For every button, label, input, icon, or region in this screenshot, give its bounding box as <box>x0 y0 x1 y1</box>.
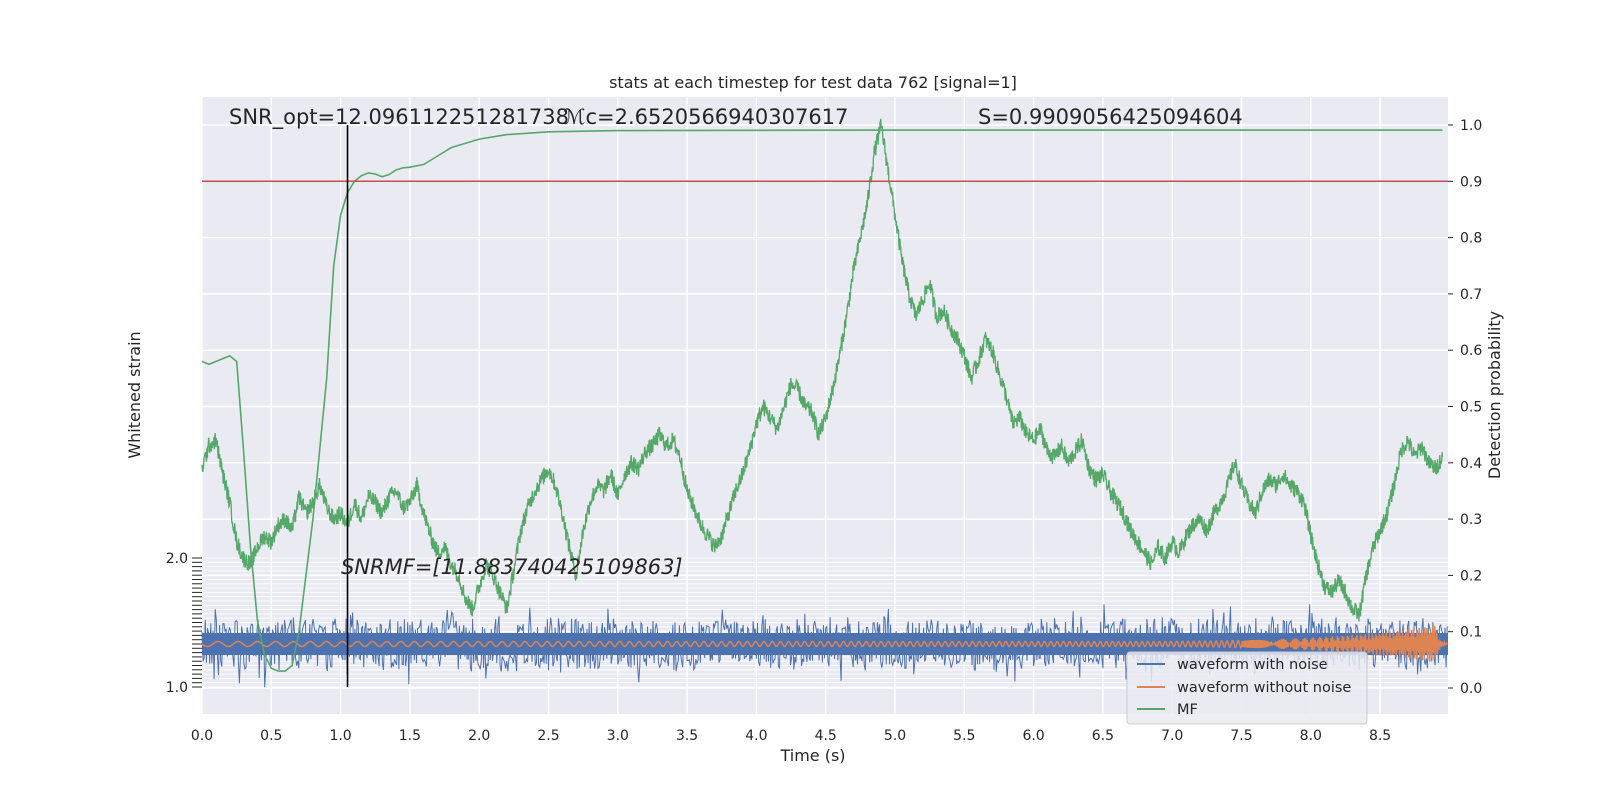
y-right-tick-label: 0.5 <box>1460 400 1482 416</box>
overlay-layer <box>202 125 1448 687</box>
x-tick-label: 0.5 <box>260 728 282 744</box>
y-right-tick-label: 0.7 <box>1460 287 1482 303</box>
left-ticks: 2.0 1.0 <box>166 551 202 696</box>
x-tick-label: 2.0 <box>468 728 490 744</box>
x-tick-label: 1.5 <box>399 728 421 744</box>
series-noise-core <box>202 633 1448 655</box>
ticks: 0.0 0.5 1.0 1.5 2.0 2.5 3.0 3.5 4.0 4.5 5.0 5.5 6.0 6… <box>191 118 1482 744</box>
x-axis-label: Time (s) <box>779 746 845 765</box>
x-tick-label: 0.0 <box>191 728 213 744</box>
y-axis-right-label: Detection probability <box>1485 311 1504 479</box>
series-detection-probability <box>201 118 1444 622</box>
y-right-tick-label: 0.3 <box>1460 512 1482 528</box>
x-tick-label: 8.5 <box>1369 728 1391 744</box>
x-tick-label: 7.5 <box>1230 728 1252 744</box>
y-right-tick-label: 0.0 <box>1460 681 1482 697</box>
series-waveform-without-noise <box>201 625 1448 662</box>
legend-box <box>1126 651 1368 725</box>
annotation-snr-mf: SNRMF=[11.883740425109863] <box>341 555 683 579</box>
y-right-tick-label: 0.2 <box>1460 568 1482 584</box>
annotation-snr-opt: SNR_opt=12.096112251281738 <box>229 105 569 130</box>
annotation-s: S=0.9909056425094604 <box>978 105 1243 129</box>
x-tick-label: 7.0 <box>1161 728 1183 744</box>
y-right-tick-label: 0.4 <box>1460 456 1482 472</box>
annotation-mc: ℳc=2.6520566940307617 <box>563 105 848 129</box>
x-tick-label: 1.0 <box>329 728 351 744</box>
legend-label-mf: MF <box>1177 702 1198 718</box>
left-tick-label-bottom: 1.0 <box>166 680 188 696</box>
y-right-tick-label: 0.1 <box>1460 625 1482 641</box>
y-right-tick-label: 0.8 <box>1460 231 1482 247</box>
legend-label-noise: waveform with noise <box>1177 657 1328 673</box>
x-tick-label: 4.5 <box>815 728 837 744</box>
legend: waveform with noise waveform without noi… <box>1126 651 1368 725</box>
y-right-tick-label: 0.9 <box>1460 174 1482 190</box>
x-tick-label: 8.0 <box>1300 728 1322 744</box>
y-right-tick-label: 0.6 <box>1460 343 1482 359</box>
series-layer <box>201 118 1448 688</box>
x-tick-label: 6.5 <box>1092 728 1114 744</box>
left-tick-label-top: 2.0 <box>166 551 188 567</box>
x-tick-label: 4.0 <box>745 728 767 744</box>
y-axis-left-label: Whitened strain <box>125 331 144 458</box>
y-right-tick-label: 1.0 <box>1460 118 1482 134</box>
x-tick-label: 6.0 <box>1022 728 1044 744</box>
x-tick-label: 5.0 <box>884 728 906 744</box>
series-mf <box>201 129 1443 672</box>
legend-label-clean: waveform without noise <box>1177 680 1351 696</box>
x-tick-label: 3.5 <box>676 728 698 744</box>
chart-title: stats at each timestep for test data 762… <box>609 73 1017 92</box>
x-tick-label: 5.5 <box>953 728 975 744</box>
x-tick-label: 2.5 <box>537 728 559 744</box>
x-tick-label: 3.0 <box>607 728 629 744</box>
